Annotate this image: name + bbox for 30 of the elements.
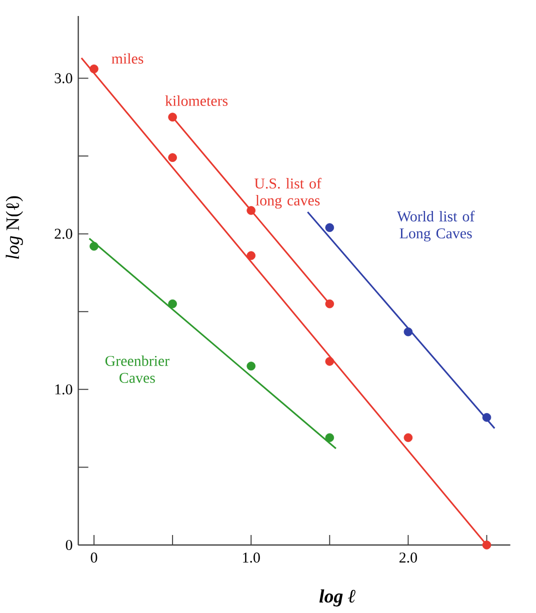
y-tick-label: 2.0 (54, 228, 72, 239)
series-label: kilometers (165, 95, 228, 106)
y-axis-title: log N(ℓ) (6, 196, 23, 259)
point (325, 223, 334, 232)
point (246, 251, 256, 260)
point (404, 433, 413, 442)
point (246, 206, 256, 215)
point (168, 299, 177, 308)
point (325, 357, 334, 366)
point (90, 64, 98, 74)
point (325, 299, 334, 308)
point (90, 242, 98, 251)
x-tick-label: 0 (90, 552, 98, 563)
point (482, 413, 492, 422)
y-tick-label: 0 (66, 540, 72, 550)
x-axis-title: log ℓ (319, 589, 356, 606)
point (168, 112, 177, 122)
y-tick-label: 3.0 (54, 73, 72, 84)
point (404, 327, 413, 336)
text: World list of Long Caves (397, 210, 475, 242)
text: Greenbrier Caves (105, 355, 170, 383)
point (246, 362, 256, 370)
y-tick-label: 1.0 (55, 384, 72, 394)
series-label: miles (112, 53, 144, 64)
annotation: U.S. list of long caves (254, 178, 322, 209)
x-tick-label: 2.0 (400, 552, 417, 563)
point (168, 153, 177, 162)
x-tick-label: 1.0 (243, 552, 260, 563)
point (325, 433, 334, 442)
point (482, 540, 492, 550)
